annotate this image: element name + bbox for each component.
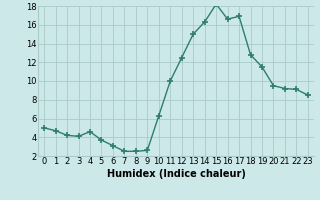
X-axis label: Humidex (Indice chaleur): Humidex (Indice chaleur): [107, 169, 245, 179]
